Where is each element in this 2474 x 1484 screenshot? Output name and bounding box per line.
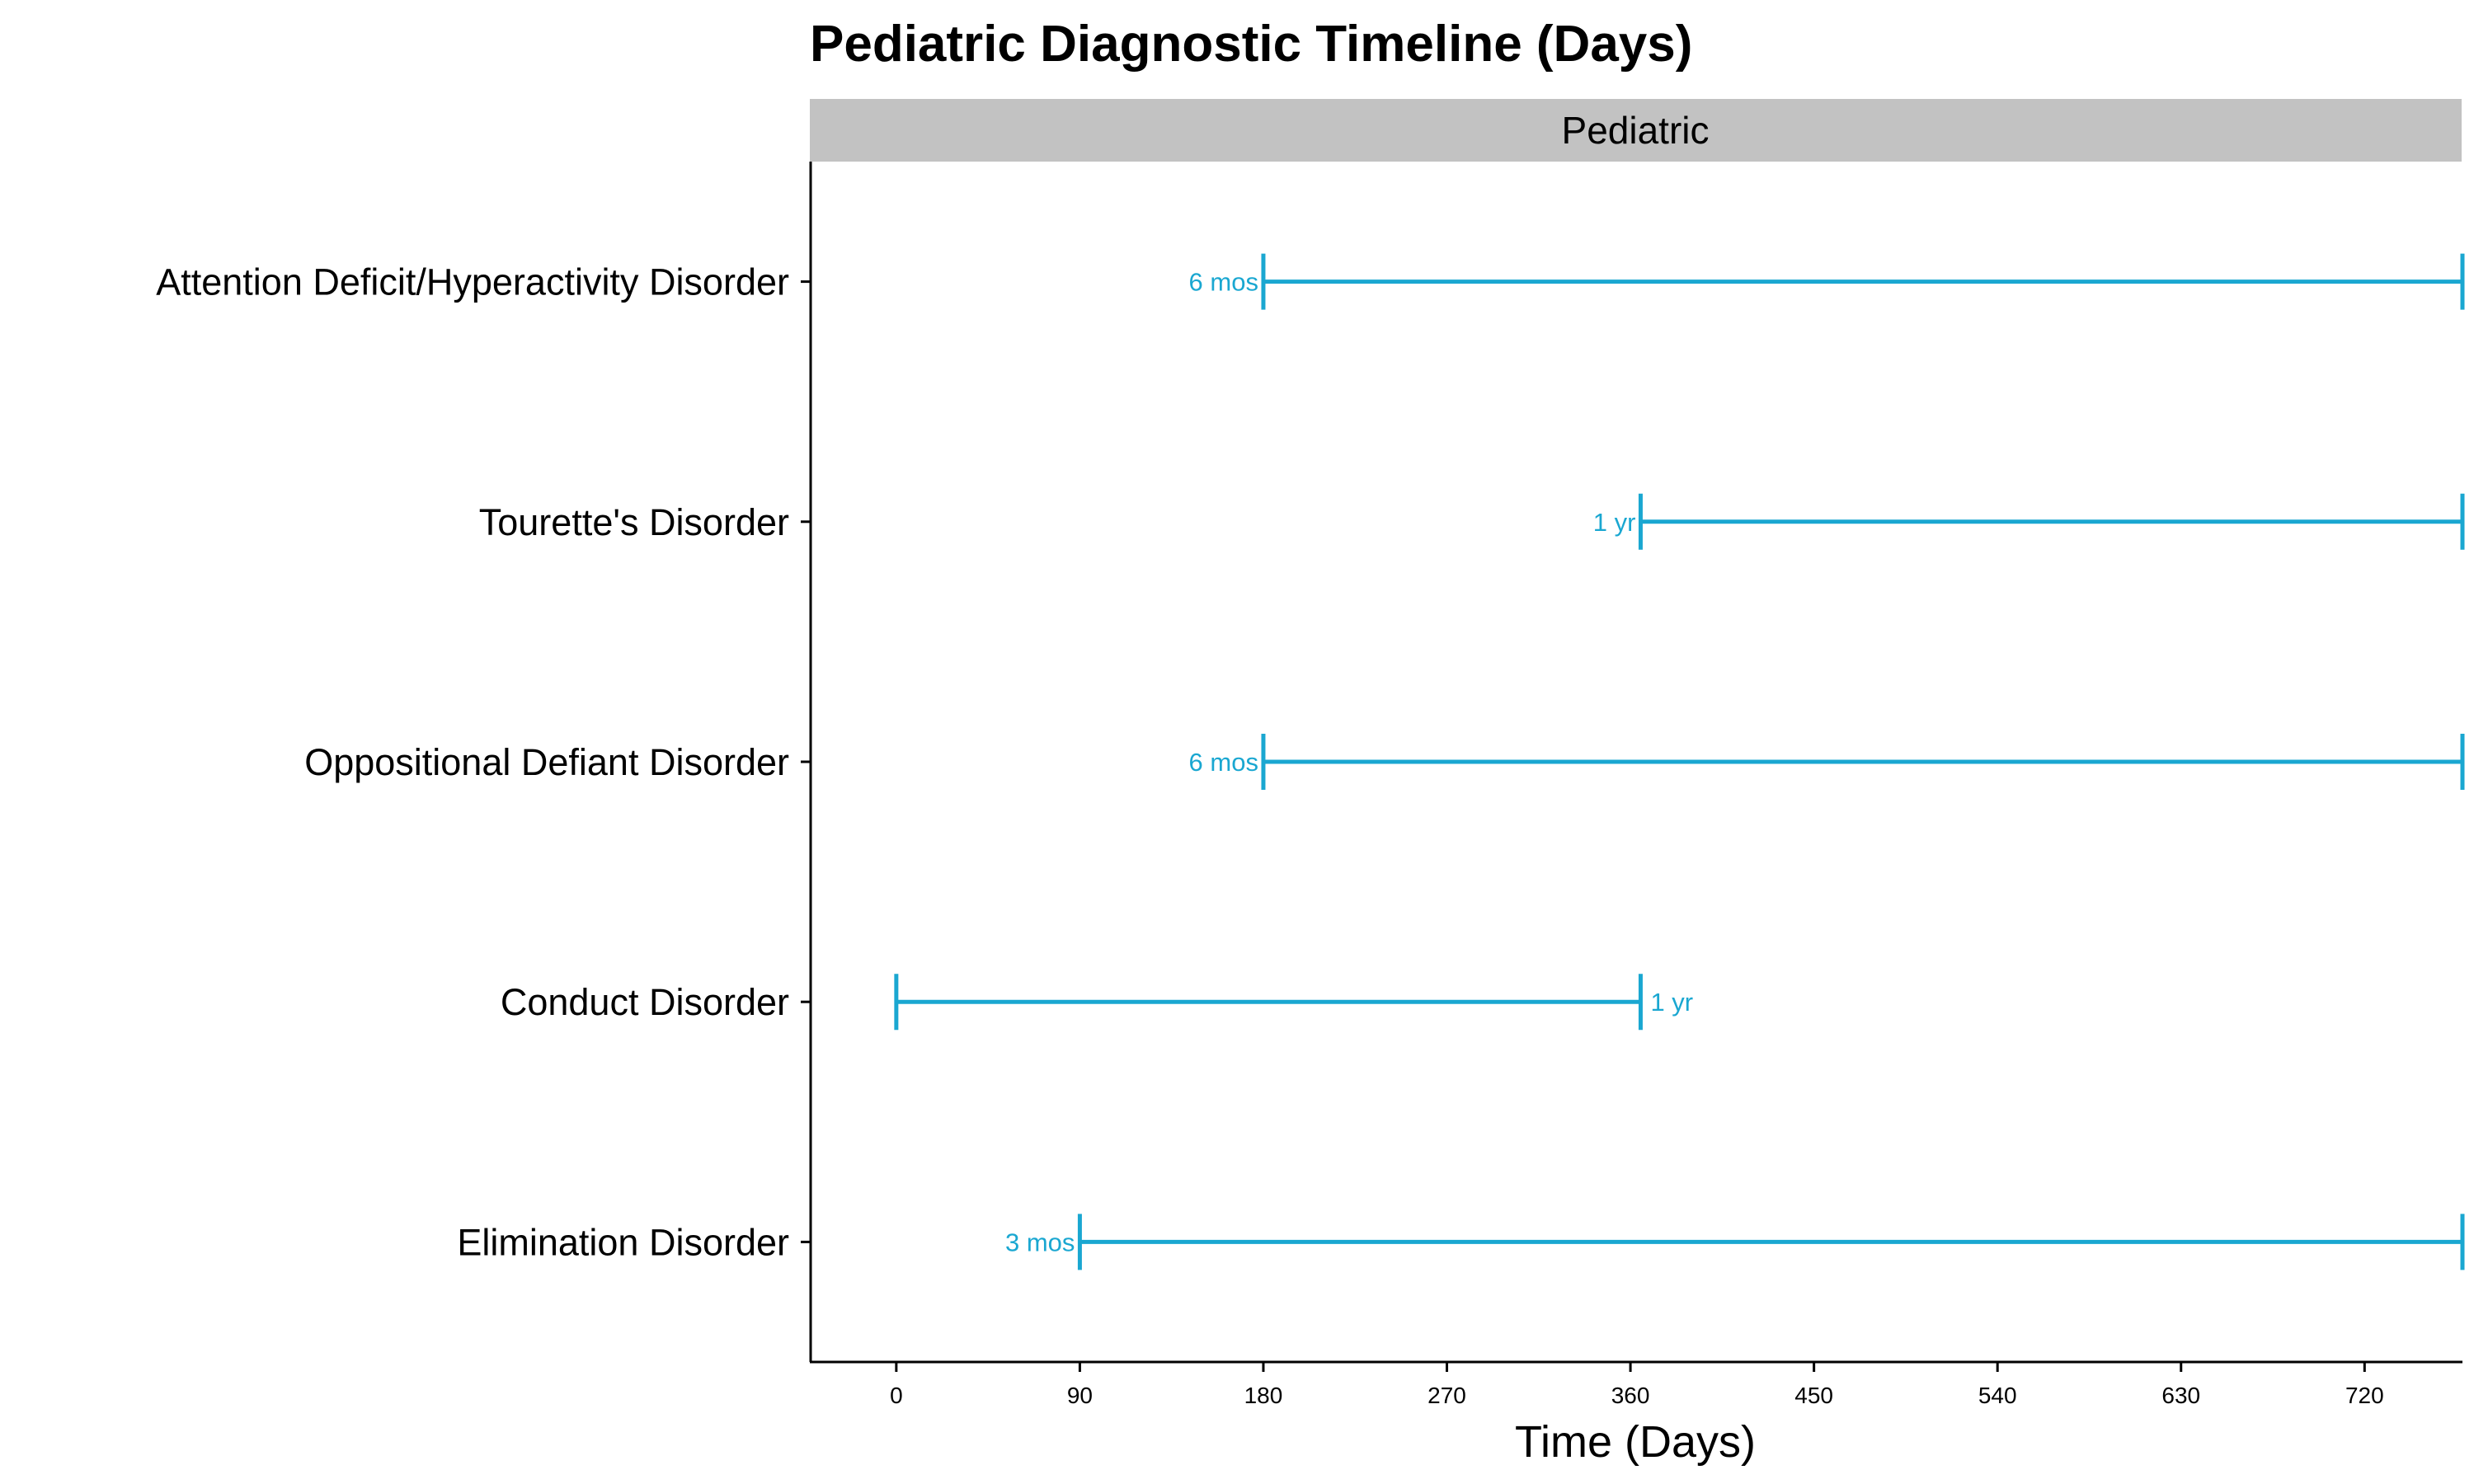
- range-label: 1 yr: [1593, 508, 1636, 537]
- x-axis-title: Time (Days): [1515, 1417, 1756, 1467]
- x-axis: 0 90 180 270 360 450 540 630 720: [890, 1362, 2384, 1408]
- category-label: Conduct Disorder: [501, 981, 789, 1023]
- x-tick-label: 180: [1244, 1383, 1283, 1408]
- x-tick-label: 630: [2161, 1383, 2200, 1408]
- range-label: 3 mos: [1005, 1228, 1075, 1256]
- x-tick-label: 0: [890, 1383, 903, 1408]
- facet-strip-label: Pediatric: [1562, 109, 1710, 152]
- category-label: Attention Deficit/Hyperactivity Disorder: [156, 261, 789, 303]
- x-tick-label: 360: [1611, 1383, 1650, 1408]
- range-item: 1 yr: [1593, 493, 2465, 550]
- facet-strip-background: [810, 99, 2462, 162]
- x-tick-label: 450: [1794, 1383, 1833, 1408]
- range-label: 6 mos: [1189, 748, 1258, 777]
- x-tick-label: 720: [2345, 1383, 2384, 1408]
- range-label: 6 mos: [1189, 268, 1258, 297]
- range-item: 3 mos: [1005, 1214, 2465, 1270]
- category-label: Tourette's Disorder: [479, 501, 789, 543]
- chart-title: Pediatric Diagnostic Timeline (Days): [810, 16, 1692, 73]
- range-item: 6 mos: [1189, 253, 2465, 310]
- x-tick-label: 270: [1427, 1383, 1466, 1408]
- y-axis: Attention Deficit/Hyperactivity Disorder…: [156, 261, 811, 1263]
- x-tick-label: 540: [1978, 1383, 2017, 1408]
- category-label: Elimination Disorder: [457, 1221, 789, 1263]
- range-series: 6 mos 1 yr 6 mos 1 yr 3 mos: [894, 253, 2465, 1270]
- facet-strip: Pediatric: [810, 99, 2462, 162]
- range-item: 6 mos: [1189, 734, 2465, 790]
- x-tick-label: 90: [1067, 1383, 1093, 1408]
- range-item: 1 yr: [894, 974, 1693, 1031]
- range-label: 1 yr: [1650, 988, 1693, 1017]
- category-label: Oppositional Defiant Disorder: [304, 741, 789, 783]
